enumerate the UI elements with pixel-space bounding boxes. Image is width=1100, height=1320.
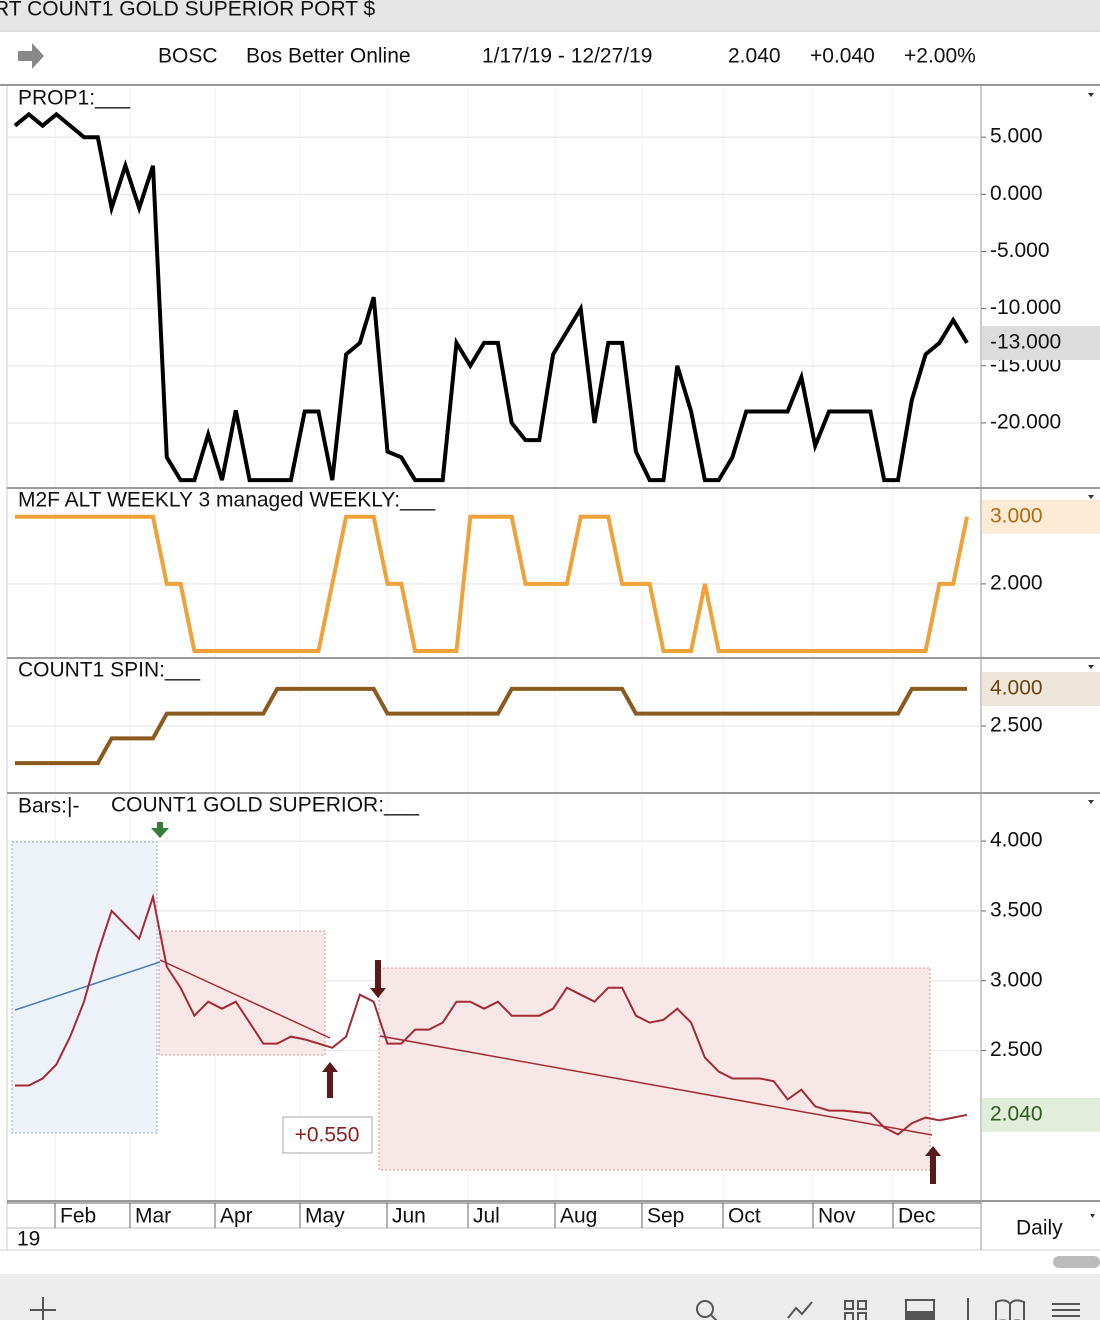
month-label: Sep <box>647 1205 684 1228</box>
month-label: Dec <box>898 1205 935 1228</box>
overlays <box>11 822 941 1184</box>
y-tick-label: 2.500 <box>990 714 1043 737</box>
month-label: Mar <box>135 1205 171 1228</box>
year-label: 19 <box>17 1228 40 1251</box>
toolbar-icons[interactable] <box>30 1297 1080 1320</box>
last-value-box <box>982 499 1100 534</box>
nav-arrow[interactable] <box>18 43 44 69</box>
month-label: Jul <box>473 1205 500 1228</box>
panel-title: M2F ALT WEEKLY 3 managed WEEKLY:___ <box>18 489 435 512</box>
annotation: +0.550 <box>295 1124 360 1147</box>
y-tick-label: 3.000 <box>990 968 1043 991</box>
symbol-name: Bos Better Online <box>246 45 411 68</box>
last-value-box <box>982 325 1100 360</box>
symbol: BOSC <box>158 45 218 68</box>
data-line <box>15 514 969 653</box>
month-label: Jun <box>392 1205 426 1228</box>
y-tick-label: 5.000 <box>990 125 1043 148</box>
y-tick-label: 2.500 <box>990 1038 1043 1061</box>
y-tick-label: 0.000 <box>990 182 1043 205</box>
last-value-label: 2.040 <box>990 1102 1043 1125</box>
month-label: May <box>305 1205 345 1228</box>
panel-title: PROP1:___ <box>18 87 130 110</box>
panel-menu <box>1088 93 1094 97</box>
last-value-box <box>982 1097 1100 1132</box>
panel-menu <box>1088 665 1094 669</box>
date-range: 1/17/19 - 12/27/19 <box>482 45 652 68</box>
data-line <box>13 111 969 483</box>
window-title: RT COUNT1 GOLD SUPERIOR PORT $ <box>0 0 376 21</box>
panel-menu <box>1088 495 1094 499</box>
last-value-box <box>982 671 1100 706</box>
y-tick-label: 4.000 <box>990 829 1043 852</box>
month-label: Aug <box>560 1205 597 1228</box>
panel-title: COUNT1 SPIN:___ <box>18 659 200 682</box>
y-tick-label: -10.000 <box>990 296 1061 319</box>
change-percent: +2.00% <box>904 45 976 68</box>
panel-menu <box>1088 800 1094 804</box>
price: 2.040 <box>728 45 781 68</box>
panel-title: COUNT1 GOLD SUPERIOR:___ <box>111 794 419 817</box>
last-value-label: -13.000 <box>990 330 1061 353</box>
data-line <box>15 686 967 766</box>
month-label: Nov <box>818 1205 856 1228</box>
last-value-label: 4.000 <box>990 676 1043 699</box>
period[interactable]: Daily <box>1016 1217 1063 1240</box>
month-label: Feb <box>60 1205 96 1228</box>
y-tick-label: 3.500 <box>990 898 1043 921</box>
data-line <box>15 892 968 1136</box>
bars-label: Bars:|- <box>18 795 79 818</box>
change: +0.040 <box>810 45 875 68</box>
y-tick-label: 2.000 <box>990 571 1043 594</box>
month-label: Apr <box>220 1205 253 1228</box>
scrollbar[interactable] <box>1053 1256 1100 1268</box>
month-label: Oct <box>728 1205 761 1228</box>
last-value-label: 3.000 <box>990 504 1043 527</box>
title-bar <box>0 0 1100 30</box>
y-tick-label: -5.000 <box>990 239 1050 262</box>
y-tick-label: -20.000 <box>990 411 1061 434</box>
